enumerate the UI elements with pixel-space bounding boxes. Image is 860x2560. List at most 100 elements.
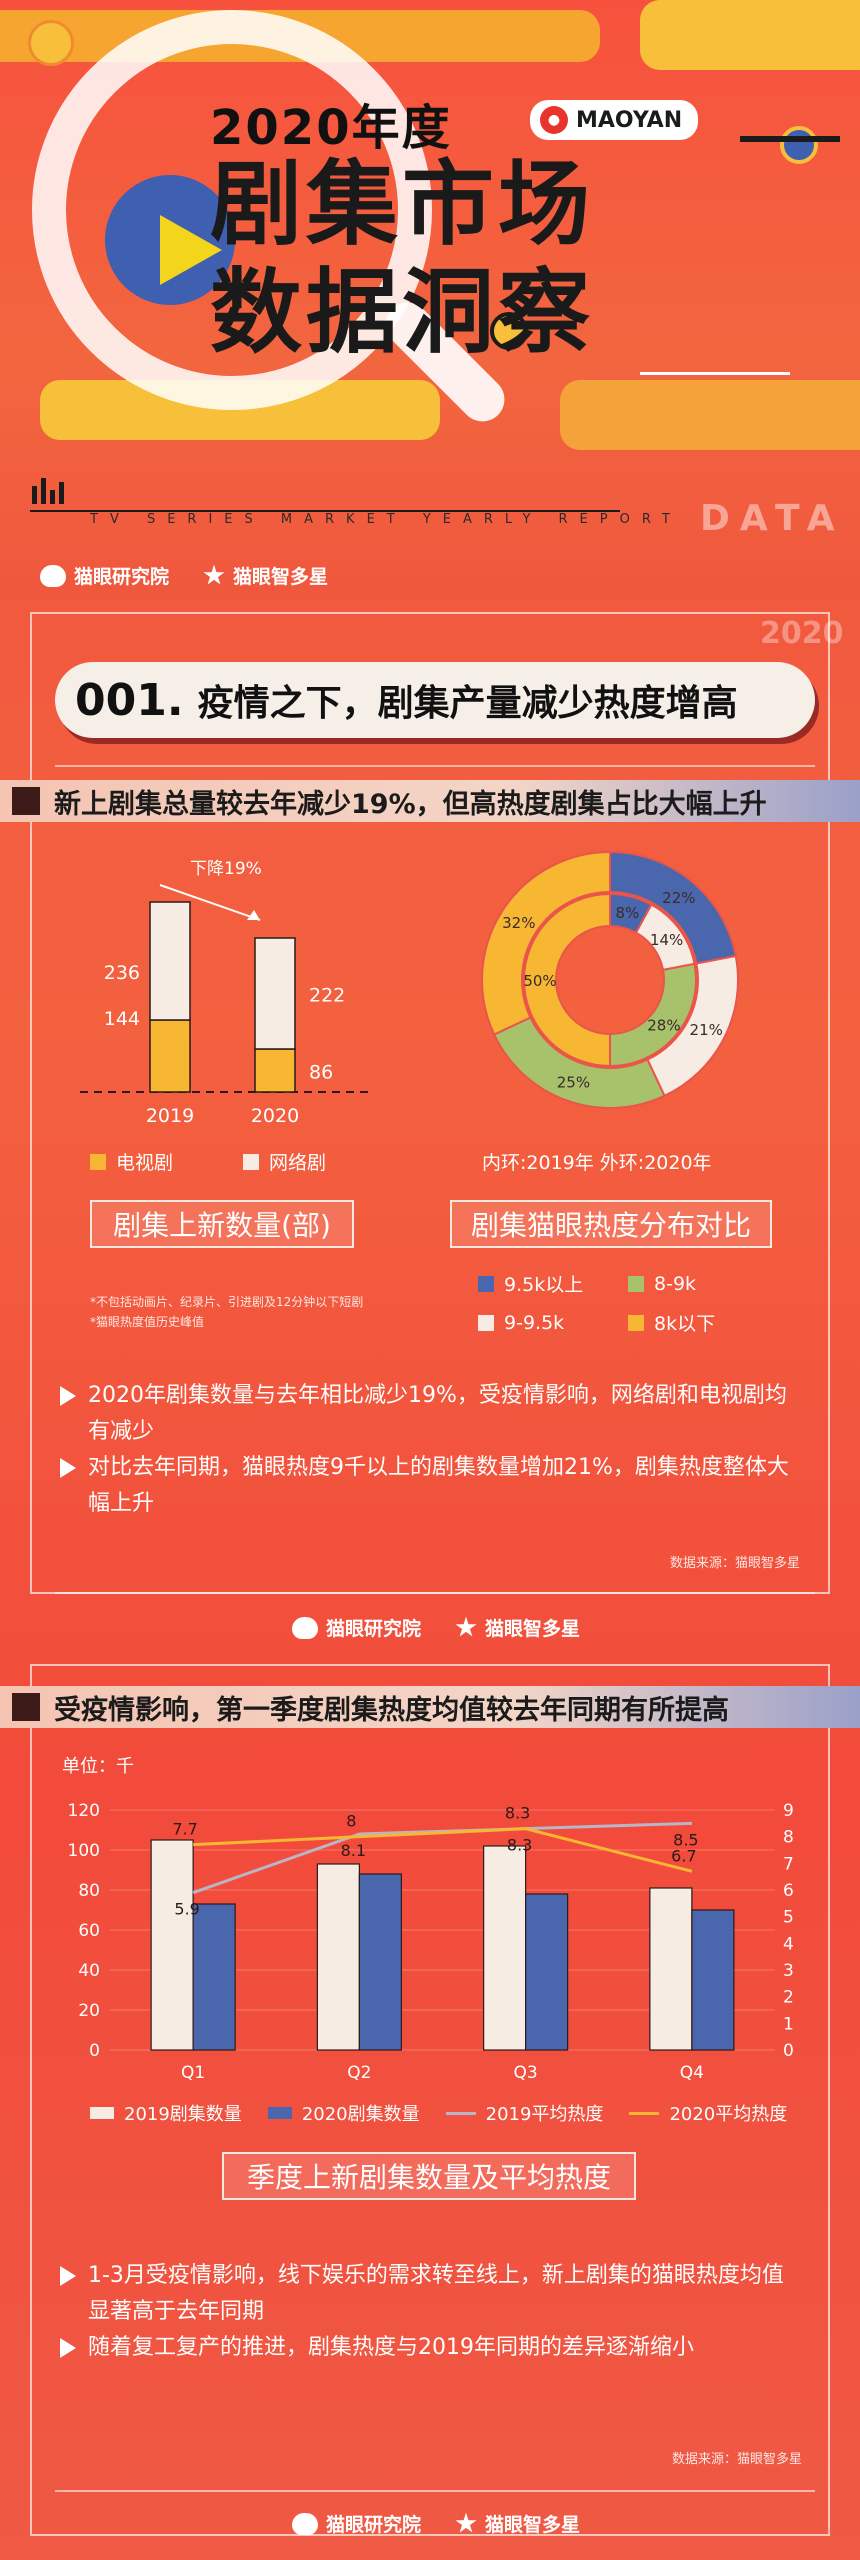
- y-tick-label: 20: [78, 2001, 100, 2021]
- bar-web: [149, 901, 191, 1021]
- bar-tv: [254, 1048, 296, 1093]
- donut-chart-heat: 22% 21% 25% 32% 8% 14% 28% 50%: [481, 850, 739, 1109]
- donut-caption: 剧集猫眼热度分布对比: [450, 1200, 772, 1248]
- cat-logo-icon: [40, 564, 66, 587]
- data-label: 222: [309, 985, 345, 1007]
- donut-slice: [481, 850, 611, 1036]
- play-icon: [160, 215, 222, 285]
- legend-item: 8k以下: [628, 1309, 778, 1336]
- star-logo-icon: [455, 2512, 477, 2533]
- logo-maoyan-research: 猫眼研究院: [292, 2510, 421, 2537]
- legend-item: 网络剧: [243, 1148, 326, 1175]
- section1-headline: 新上剧集总量较去年减少19%，但高热度剧集占比大幅上升: [54, 788, 767, 820]
- bar-2019: [316, 1863, 360, 2051]
- y2-tick-label: 0: [783, 2041, 794, 2061]
- section2-headline: 受疫情影响，第一季度剧集热度均值较去年同期有所提高: [54, 1694, 729, 1726]
- legend-swatch: [90, 1153, 106, 1170]
- logo-maoyan-research: 猫眼研究院: [40, 562, 169, 589]
- bar-chart-episodes: 2019 144 236 2020 86 222 下降19%: [80, 859, 370, 1127]
- y2-tick-label: 5: [783, 1908, 794, 1928]
- arrow-icon: [60, 1458, 76, 1478]
- cat-logo-icon: [292, 1616, 318, 1639]
- x-tick-label: Q4: [680, 2063, 704, 2083]
- arrow-icon: [247, 910, 260, 920]
- slice-label: 50%: [523, 972, 556, 990]
- legend-item: 9-9.5k: [478, 1309, 628, 1336]
- y2-tick-label: 1: [783, 2014, 794, 2034]
- divider: [55, 765, 815, 767]
- combo-chart-quarterly: 0 20 40 60 80 100 120 0 1 2 3 4 5 6 7 8 9 Q1 Q2 Q3 Q4 5.9 8.1 8…: [68, 1801, 794, 2083]
- legend-item: 2020平均热度: [629, 2100, 787, 2126]
- y-tick-label: 100: [68, 1841, 100, 1861]
- cat-logo-icon: [292, 2512, 318, 2535]
- y2-tick-label: 8: [783, 1828, 794, 1848]
- y-tick-label: 40: [78, 1961, 100, 1981]
- tick-label: 2020: [251, 1105, 299, 1127]
- bar-2020: [525, 1893, 569, 2051]
- logo-row: 猫眼研究院 猫眼智多星: [40, 562, 328, 589]
- bullet-item: 1-3月受疫情影响，线下娱乐的需求转至线上，新上剧集的猫眼热度均值显著高于去年同…: [60, 2258, 800, 2330]
- header-rule: [30, 510, 620, 512]
- unit-label: 单位：千: [62, 1756, 134, 1777]
- section-number: 001.: [75, 674, 184, 726]
- y2-tick-label: 6: [783, 1881, 794, 1901]
- slice-label: 8%: [616, 904, 640, 922]
- data-source: 数据来源：猫眼智多星: [672, 2452, 803, 2467]
- bar-caption: 剧集上新数量(部): [90, 1200, 354, 1248]
- divider: [55, 1592, 815, 1594]
- legend-item: 8-9k: [628, 1270, 778, 1297]
- y-tick-label: 80: [78, 1881, 100, 1901]
- logo-maoyan-zhiduoxing: 猫眼智多星: [455, 1614, 580, 1641]
- brand-name: MAOYAN: [576, 107, 683, 133]
- bullet-item: 对比去年同期，猫眼热度9千以上的剧集数量增加21%，剧集热度整体大幅上升: [60, 1450, 800, 1522]
- line-data-label: 8: [346, 1812, 356, 1831]
- section-title: 疫情之下，剧集产量减少热度增高: [197, 683, 738, 724]
- line-data-label: 8.3: [505, 1804, 530, 1823]
- line-2020: [193, 1827, 693, 1873]
- subtitle-en: TV SERIES MARKET YEARLY REPORT: [90, 512, 682, 527]
- logo-maoyan-research: 猫眼研究院: [292, 1614, 421, 1641]
- line-data-label: 7.7: [172, 1820, 197, 1839]
- deco-line: [640, 372, 790, 375]
- eye-icon: [490, 312, 528, 350]
- legend-item: 9.5k以上: [478, 1270, 628, 1297]
- bar-deco-icon: [32, 478, 64, 504]
- maoyan-logo-icon: ●: [540, 106, 568, 134]
- y-tick-label: 0: [89, 2041, 100, 2061]
- combo-caption: 季度上新剧集数量及平均热度: [222, 2152, 636, 2200]
- deco-bar: [640, 0, 860, 70]
- tick-label: 2019: [146, 1105, 194, 1127]
- arrow-icon: [60, 1386, 76, 1406]
- watermark-year: 2020: [760, 616, 844, 651]
- header-banner: 2020年度 剧集市场 数据洞察 ● MAOYAN TV SERIES MARK…: [0, 0, 860, 600]
- line-data-label: 8.1: [341, 1841, 366, 1860]
- y2-tick-label: 2: [783, 1988, 794, 2008]
- data-label: 86: [309, 1062, 333, 1084]
- bar-2019: [150, 1839, 194, 2051]
- bar-2019: [483, 1845, 527, 2051]
- annotation-arrow: [159, 884, 261, 921]
- star-logo-icon: [203, 564, 225, 585]
- logo-maoyan-zhiduoxing: 猫眼智多星: [203, 562, 328, 589]
- line-data-label: 8.5: [673, 1830, 698, 1849]
- legend-swatch: [445, 2111, 476, 2115]
- combo-legend: 2019剧集数量 2020剧集数量 2019平均热度 2020平均热度: [90, 2100, 787, 2126]
- bar-web: [254, 937, 296, 1050]
- page-title: 剧集市场 数据洞察: [210, 150, 594, 366]
- title-line1: 剧集市场: [210, 150, 595, 258]
- section1-title: 001. 疫情之下，剧集产量减少热度增高: [55, 662, 815, 738]
- slice-label: 21%: [690, 1021, 723, 1039]
- slice-label: 25%: [557, 1074, 590, 1092]
- logo-row: 猫眼研究院 猫眼智多星: [292, 1614, 580, 1641]
- line-data-label: 6.7: [671, 1846, 696, 1865]
- donut-ring-note: 内环:2019年 外环:2020年: [482, 1152, 712, 1174]
- legend-swatch: [243, 1153, 260, 1170]
- logo-maoyan-zhiduoxing: 猫眼智多星: [455, 2510, 580, 2537]
- y-tick-label: 60: [78, 1921, 100, 1941]
- section2-headline-band: 受疫情影响，第一季度剧集热度均值较去年同期有所提高: [0, 1686, 860, 1728]
- bar-2020: [691, 1909, 735, 2051]
- y-tick-label: 120: [68, 1801, 100, 1821]
- x-tick-label: Q1: [181, 2063, 205, 2083]
- year-title: 2020年度: [210, 100, 452, 156]
- y2-tick-label: 4: [783, 1934, 794, 1954]
